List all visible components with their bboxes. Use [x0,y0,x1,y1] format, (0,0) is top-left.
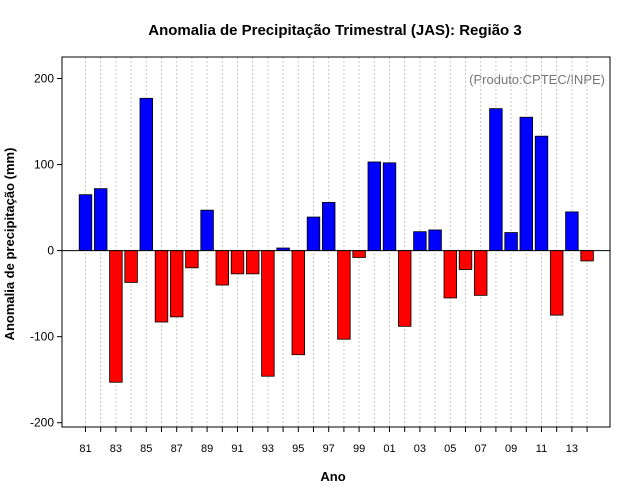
x-tick-label: 05 [444,443,456,455]
bar-82 [94,188,108,252]
y-tick-label: 0 [47,244,54,258]
y-tick-label: -100 [30,330,54,344]
x-tick-label: 09 [505,443,517,455]
bar-86 [154,250,169,323]
bar-05 [443,250,458,299]
bar-13 [565,211,579,252]
bar-99 [352,250,366,258]
x-tick-label: 83 [110,443,122,455]
bar-91 [230,250,245,275]
axes: -200 -100 0 100 200 81 83 85 87 89 91 93 95 97 99 01 03 0… [30,72,610,455]
bar-88 [185,250,199,269]
x-tick-label: 91 [231,443,243,455]
y-axis-label: Anomalia de precipitação (mm) [2,148,17,341]
bar-98 [337,250,351,340]
bar-11 [534,135,549,252]
bar-90 [215,250,230,286]
plot-frame [61,56,611,428]
bar-81 [78,194,93,252]
y-tick-label: 200 [34,72,54,86]
bar-10 [519,116,534,252]
x-tick-label: 93 [262,443,274,455]
bar-97 [321,202,336,252]
bar-12 [550,250,564,316]
bar-92 [245,250,260,275]
y-tick-label: 100 [34,158,54,172]
x-tick-label: 97 [323,443,335,455]
bar-14 [580,250,594,262]
credit-label: (Produto:CPTEC/INPE) [469,72,605,87]
x-tick-label: 01 [383,443,395,455]
x-axis-label: Ano [320,469,345,484]
bar-89 [200,209,214,252]
bar-87 [169,250,184,318]
bar-96 [306,216,321,252]
bar-93 [261,250,275,377]
bar-06 [458,250,473,270]
x-tick-label: 95 [292,443,304,455]
bars [78,97,594,383]
bar-00 [367,161,382,252]
x-tick-label: 89 [201,443,213,455]
bar-84 [124,250,138,283]
bar-04 [428,229,442,252]
grid [85,57,588,427]
bar-95 [291,250,306,356]
x-tick-label: 85 [140,443,152,455]
x-tick-label: 13 [566,443,578,455]
y-tick-label: -200 [30,416,54,430]
bar-08 [489,108,503,252]
bar-03 [413,231,427,252]
bar-09 [504,232,518,252]
x-tick-label: 81 [79,443,91,455]
bar-07 [473,250,488,296]
bar-83 [109,250,123,383]
x-tick-label: 03 [414,443,426,455]
x-tick-label: 07 [475,443,487,455]
bar-01 [382,162,397,252]
bar-85 [139,97,154,252]
x-tick-label: 99 [353,443,365,455]
x-tick-label: 11 [536,443,547,455]
bar-02 [397,250,412,327]
chart-title: Anomalia de Precipitação Trimestral (JAS… [148,22,521,39]
x-tick-label: 87 [171,443,183,455]
